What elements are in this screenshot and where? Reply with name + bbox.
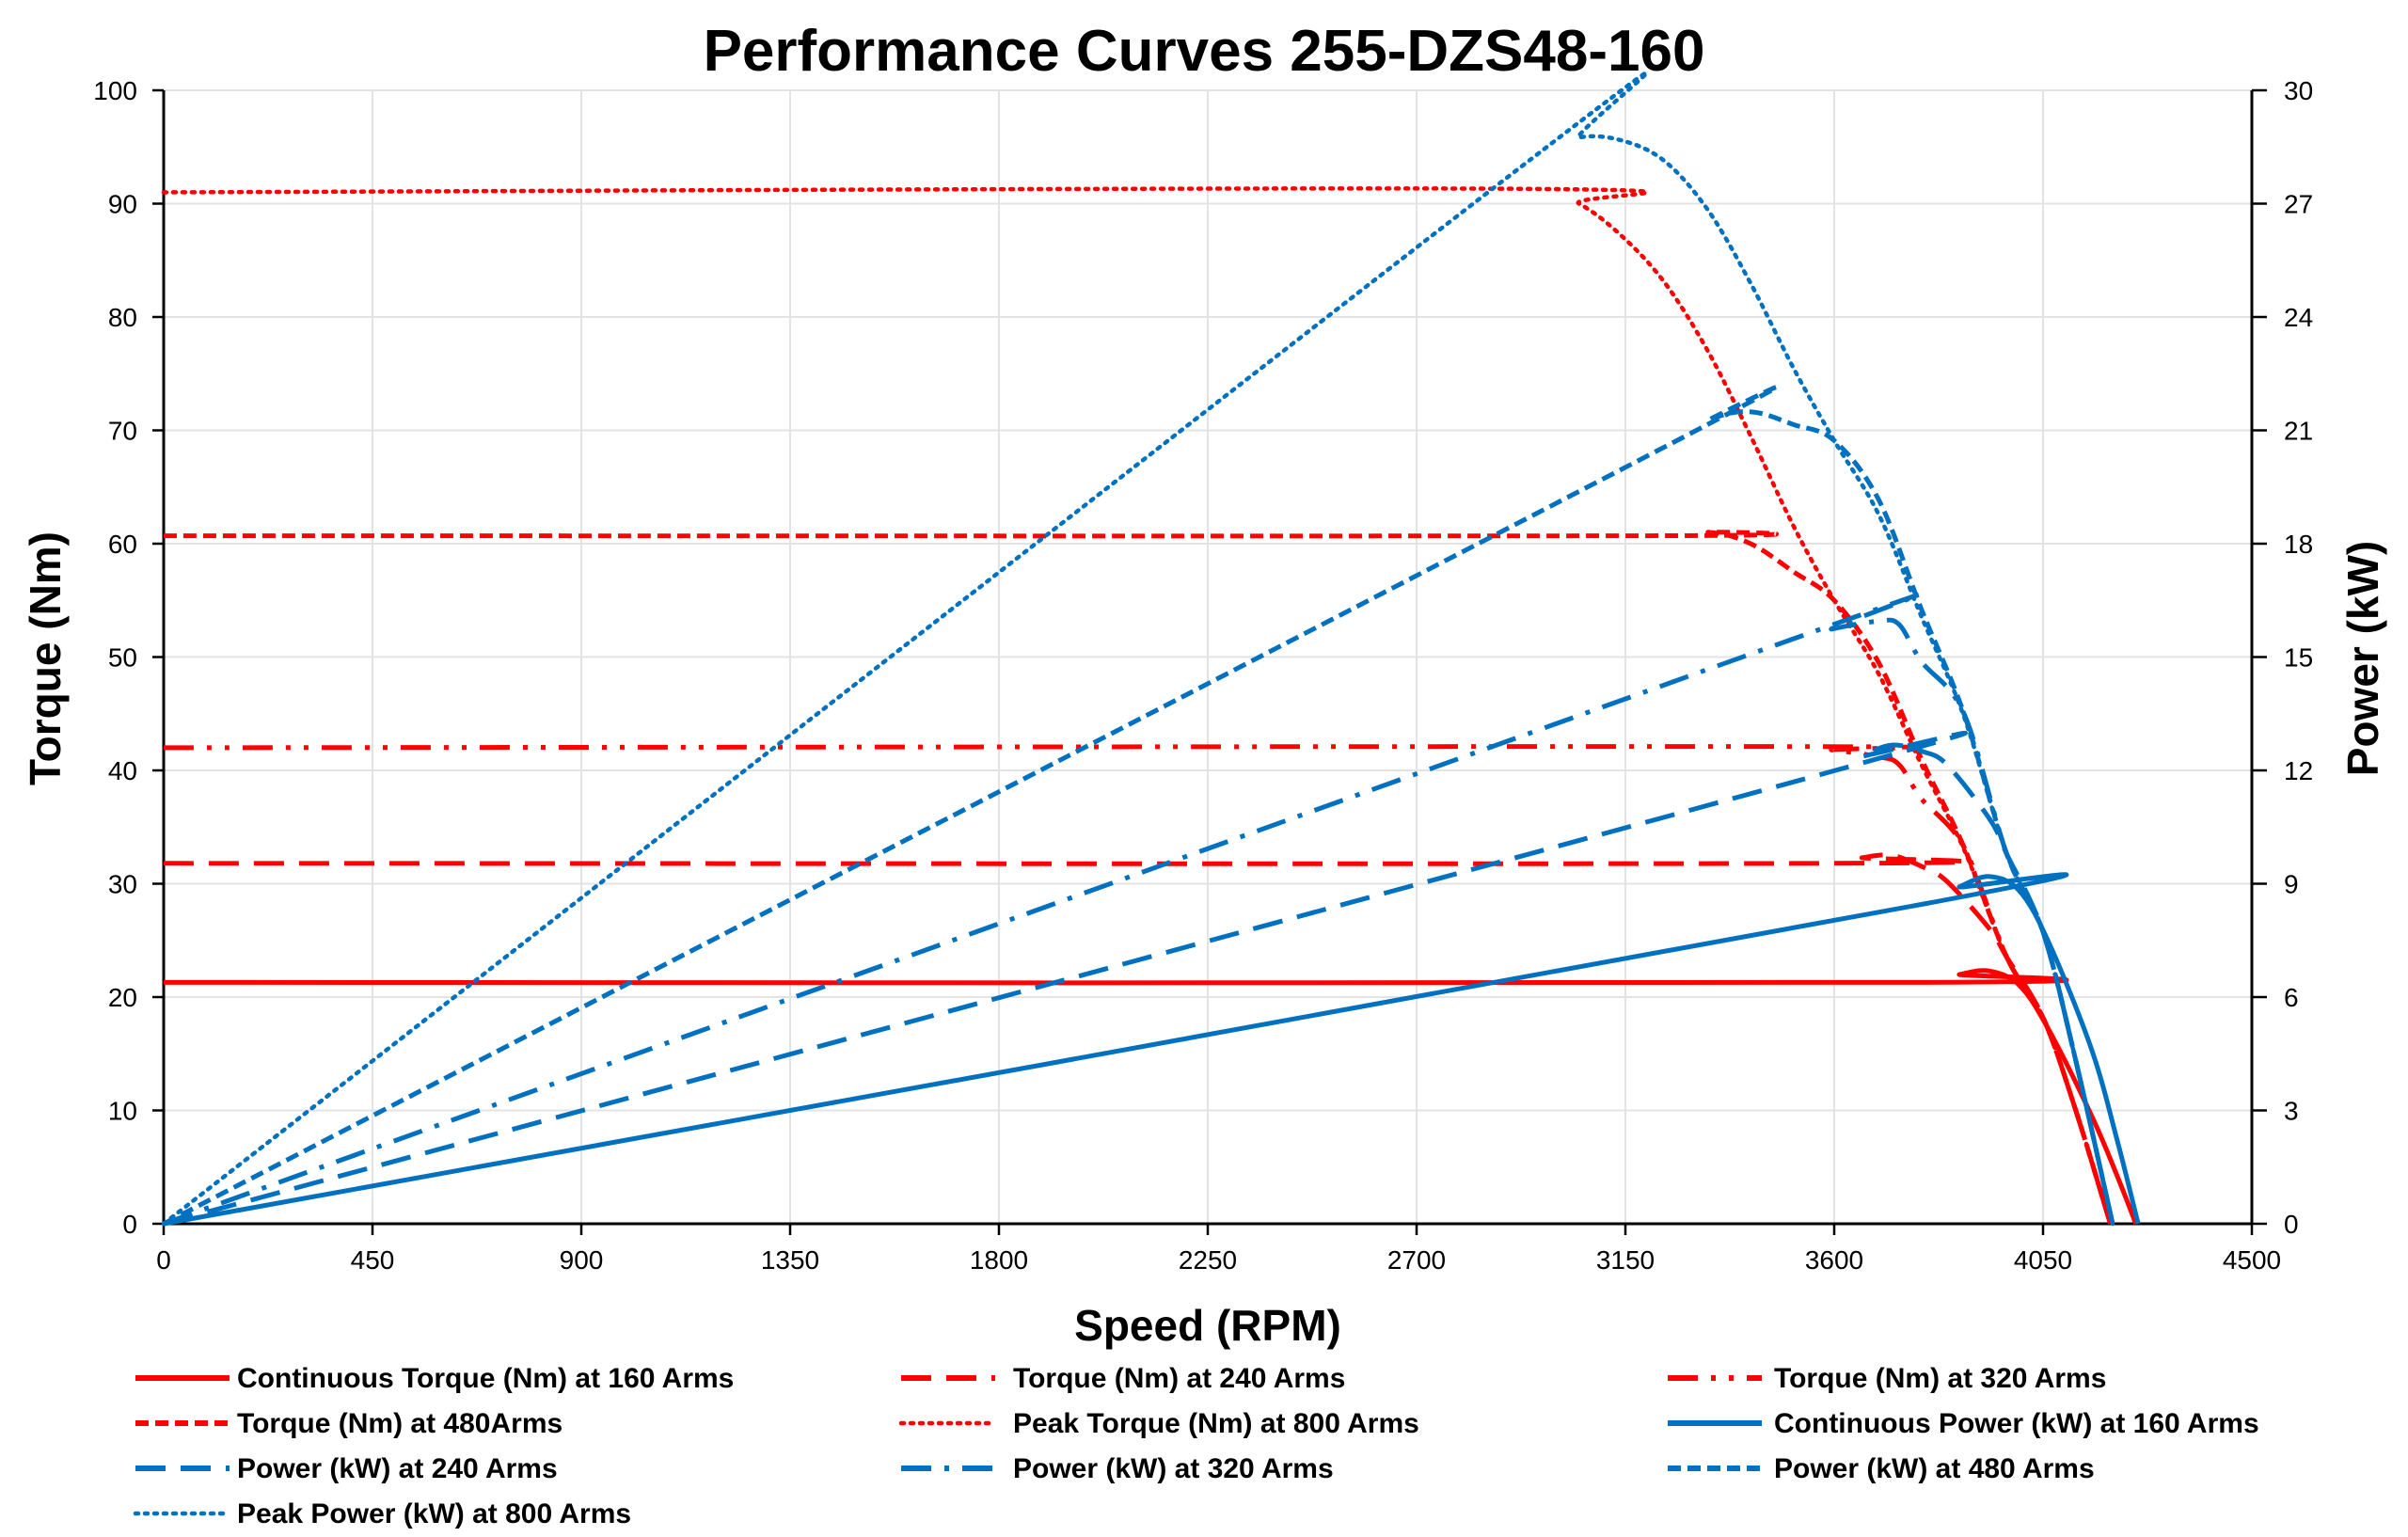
legend-item: Power (kW) at 240 Arms bbox=[135, 1453, 558, 1484]
y-tick-label: 90 bbox=[108, 190, 137, 219]
x-tick-label: 2250 bbox=[1179, 1245, 1237, 1275]
y-tick-label: 50 bbox=[108, 643, 137, 673]
legend-label: Peak Torque (Nm) at 800 Arms bbox=[1013, 1408, 1419, 1439]
series-line-2 bbox=[163, 852, 2113, 1225]
series-line-7 bbox=[163, 730, 2115, 1227]
series-line-5 bbox=[161, 186, 2113, 1227]
y-tick-label: 100 bbox=[93, 76, 137, 105]
y2-tick-label: 15 bbox=[2284, 643, 2313, 673]
legend-item: Peak Torque (Nm) at 800 Arms bbox=[898, 1408, 1419, 1439]
legend-label: Power (kW) at 320 Arms bbox=[1013, 1453, 1334, 1484]
chart-title: Performance Curves 255-DZS48-160 bbox=[704, 19, 1705, 84]
x-tick-label: 3150 bbox=[1596, 1245, 1655, 1275]
y2-axis-title: Power (kW) bbox=[2338, 541, 2387, 776]
legend-item: Torque (Nm) at 240 Arms bbox=[901, 1363, 1345, 1394]
y2-tick-label: 24 bbox=[2284, 303, 2313, 332]
y2-tick-label: 21 bbox=[2284, 417, 2313, 446]
y-tick-label: 40 bbox=[108, 756, 137, 785]
y-tick-label: 0 bbox=[122, 1210, 137, 1239]
y2-tick-label: 12 bbox=[2284, 756, 2313, 785]
legend-label: Power (kW) at 480 Arms bbox=[1774, 1453, 2095, 1484]
y2-tick-label: 30 bbox=[2284, 76, 2313, 105]
y2-tick-label: 3 bbox=[2284, 1097, 2299, 1126]
y-axis-title: Torque (Nm) bbox=[21, 531, 70, 785]
y-tick-label: 70 bbox=[108, 417, 137, 446]
y-tick-label: 60 bbox=[108, 530, 137, 559]
y2-tick-label: 18 bbox=[2284, 530, 2313, 559]
axes: 0 450 900 1350 1800 2250 2700 3150 3600 4050 45000… bbox=[93, 76, 2313, 1275]
series-line-9 bbox=[162, 385, 2115, 1227]
legend-item: Power (kW) at 480 Arms bbox=[1668, 1453, 2095, 1484]
legend-label: Torque (Nm) at 240 Arms bbox=[1013, 1363, 1345, 1394]
x-tick-label: 0 bbox=[156, 1245, 171, 1275]
x-axis-title: Speed (RPM) bbox=[1074, 1301, 1341, 1350]
y2-tick-label: 27 bbox=[2284, 190, 2313, 219]
x-tick-label: 450 bbox=[351, 1245, 395, 1275]
x-tick-label: 4050 bbox=[2014, 1245, 2072, 1275]
series-line-6 bbox=[163, 872, 2141, 1227]
y-tick-label: 30 bbox=[108, 870, 137, 899]
legend-item: Torque (Nm) at 320 Arms bbox=[1668, 1363, 2106, 1394]
x-tick-label: 2700 bbox=[1387, 1245, 1446, 1275]
legend-item: Continuous Power (kW) at 160 Arms bbox=[1668, 1408, 2259, 1439]
legend-item: Torque (Nm) at 480Arms bbox=[135, 1408, 562, 1439]
legend-label: Power (kW) at 240 Arms bbox=[237, 1453, 558, 1484]
y2-tick-label: 6 bbox=[2284, 983, 2299, 1012]
y-tick-label: 10 bbox=[108, 1097, 137, 1126]
legend: Continuous Torque (Nm) at 160 Arms Torque… bbox=[133, 1363, 2259, 1529]
legend-label: Continuous Power (kW) at 160 Arms bbox=[1774, 1408, 2259, 1439]
legend-item: Peak Power (kW) at 800 Arms bbox=[133, 1498, 631, 1529]
series-lines bbox=[161, 70, 2141, 1227]
legend-item: Continuous Torque (Nm) at 160 Arms bbox=[135, 1363, 734, 1394]
series-line-4 bbox=[163, 530, 2113, 1225]
y2-tick-label: 0 bbox=[2284, 1210, 2299, 1239]
legend-label: Torque (Nm) at 480Arms bbox=[237, 1408, 562, 1439]
y-tick-label: 20 bbox=[108, 983, 137, 1012]
series-line-1 bbox=[163, 968, 2138, 1225]
series-line-3 bbox=[163, 744, 2113, 1225]
legend-label: Peak Power (kW) at 800 Arms bbox=[237, 1498, 631, 1529]
legend-label: Torque (Nm) at 320 Arms bbox=[1774, 1363, 2106, 1394]
legend-item: Power (kW) at 320 Arms bbox=[901, 1453, 1334, 1484]
y2-tick-label: 9 bbox=[2284, 870, 2299, 899]
y-tick-label: 80 bbox=[108, 303, 137, 332]
legend-label: Continuous Torque (Nm) at 160 Arms bbox=[237, 1363, 734, 1394]
x-tick-label: 900 bbox=[560, 1245, 604, 1275]
x-tick-label: 1350 bbox=[761, 1245, 819, 1275]
x-tick-label: 1800 bbox=[970, 1245, 1028, 1275]
series-line-10 bbox=[161, 70, 2115, 1227]
x-tick-label: 4500 bbox=[2223, 1245, 2281, 1275]
series-line-8 bbox=[163, 592, 2115, 1227]
x-tick-label: 3600 bbox=[1805, 1245, 1863, 1275]
